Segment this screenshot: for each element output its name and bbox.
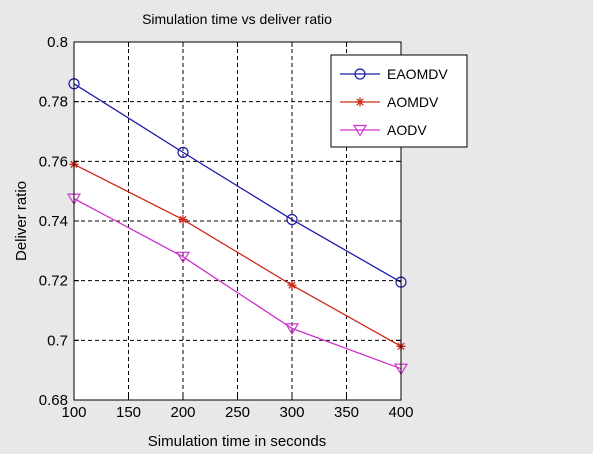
y-tick-label: 0.74	[39, 213, 68, 230]
legend-box	[330, 54, 468, 148]
legend-marker-aomdv	[355, 97, 365, 107]
data-point-eaomdv	[177, 146, 189, 158]
legend-item-aodv: AODV	[340, 122, 427, 138]
series-layer	[66, 78, 409, 376]
x-tick-label: 400	[388, 404, 413, 421]
legend-marker-aodv	[352, 124, 368, 137]
x-tick-label: 350	[334, 404, 359, 421]
data-point-aodv	[284, 323, 300, 335]
data-point-aomdv	[287, 280, 297, 290]
legend-item-eaomdv: EAOMDV	[340, 66, 448, 82]
data-point-eaomdv	[286, 213, 298, 226]
x-tick-label: 300	[279, 404, 304, 421]
y-tick-label: 0.8	[47, 34, 68, 51]
x-tick-label: 250	[225, 404, 250, 421]
x-tick-label: 150	[116, 404, 141, 421]
legend-item-aomdv: AOMDV	[340, 94, 439, 110]
series-line-aomdv	[73, 163, 402, 347]
x-axis-label: Simulation time in seconds	[148, 433, 326, 450]
y-axis-label: Deliver ratio	[13, 181, 30, 261]
series-line-eaomdv	[73, 83, 402, 283]
legend-label: EAOMDV	[387, 66, 448, 82]
y-tick-label: 0.72	[39, 273, 68, 290]
legend-label: AODV	[387, 122, 427, 138]
legend: EAOMDV AOMDV AODV	[330, 54, 468, 148]
y-tick-label: 0.78	[39, 94, 68, 111]
series-line-aodv	[73, 198, 402, 370]
chart-title: Simulation time vs deliver ratio	[142, 11, 332, 27]
x-tick-label: 100	[61, 404, 86, 421]
data-point-aodv	[175, 251, 191, 264]
y-tick-label: 0.76	[39, 153, 68, 170]
axis-ticks: 100 150 200 250 300 350 400 0.68 0.7 0.72 0.74 0.76…	[39, 34, 414, 421]
data-point-aomdv	[178, 215, 188, 225]
x-tick-label: 200	[170, 404, 195, 421]
legend-marker-eaomdv	[354, 68, 366, 80]
y-tick-label: 0.68	[39, 392, 68, 409]
y-tick-label: 0.7	[47, 332, 68, 349]
legend-label: AOMDV	[387, 94, 439, 110]
